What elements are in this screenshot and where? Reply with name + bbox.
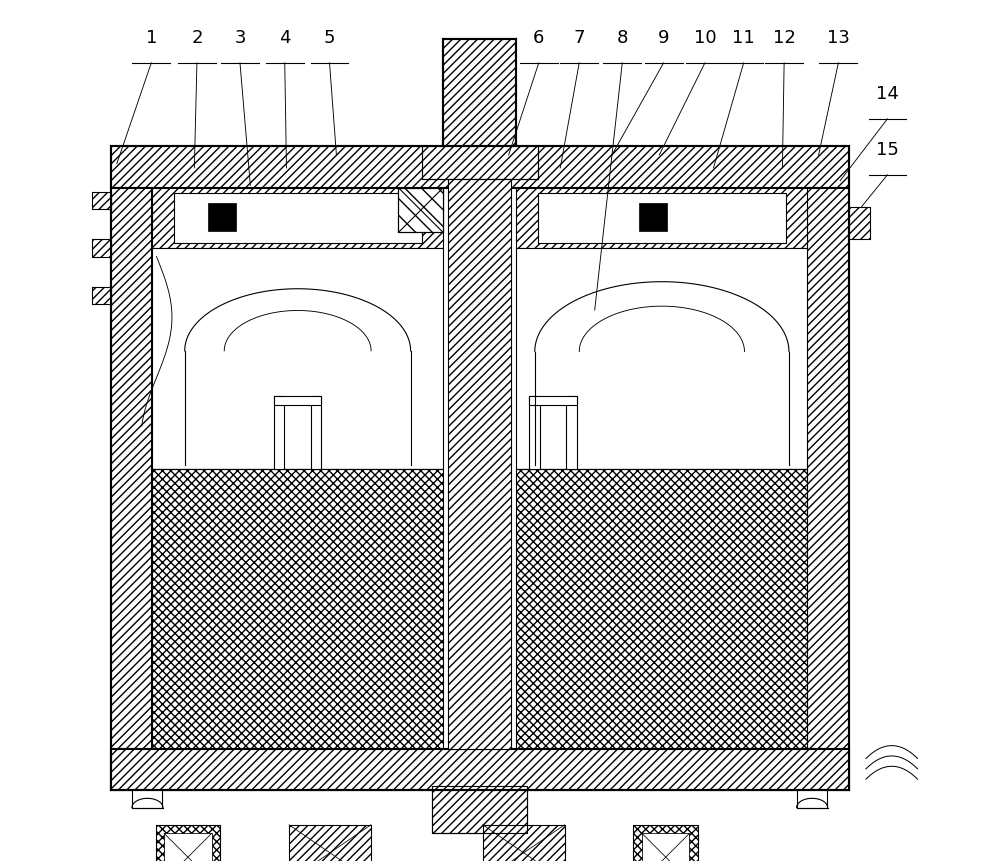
- Polygon shape: [132, 790, 162, 808]
- Polygon shape: [422, 146, 538, 179]
- Polygon shape: [398, 188, 443, 232]
- Polygon shape: [174, 193, 422, 243]
- Polygon shape: [152, 188, 443, 248]
- Polygon shape: [529, 396, 577, 405]
- Polygon shape: [274, 396, 321, 405]
- Polygon shape: [633, 825, 698, 861]
- Polygon shape: [289, 825, 371, 861]
- Polygon shape: [807, 188, 849, 749]
- Polygon shape: [443, 39, 516, 146]
- Polygon shape: [111, 749, 849, 790]
- Polygon shape: [448, 179, 511, 749]
- Text: 13: 13: [827, 29, 850, 47]
- Polygon shape: [432, 790, 527, 833]
- Polygon shape: [111, 188, 152, 749]
- Polygon shape: [538, 193, 786, 243]
- Text: 3: 3: [234, 29, 246, 47]
- Polygon shape: [156, 825, 220, 861]
- Polygon shape: [516, 469, 807, 749]
- Polygon shape: [274, 396, 284, 469]
- Polygon shape: [111, 146, 849, 188]
- Polygon shape: [529, 396, 540, 469]
- Text: 10: 10: [694, 29, 716, 47]
- Polygon shape: [208, 203, 236, 231]
- Polygon shape: [566, 396, 577, 469]
- Text: 14: 14: [876, 85, 899, 103]
- Text: 4: 4: [279, 29, 290, 47]
- Text: 11: 11: [732, 29, 755, 47]
- Polygon shape: [111, 749, 849, 790]
- Polygon shape: [92, 287, 111, 304]
- Polygon shape: [516, 248, 807, 469]
- Text: 15: 15: [876, 141, 899, 159]
- Text: 12: 12: [773, 29, 796, 47]
- Polygon shape: [797, 790, 827, 808]
- Polygon shape: [483, 825, 565, 861]
- Text: 2: 2: [191, 29, 203, 47]
- Text: 9: 9: [658, 29, 669, 47]
- Text: 1: 1: [146, 29, 157, 47]
- Polygon shape: [152, 248, 443, 469]
- Polygon shape: [516, 188, 807, 248]
- Text: 8: 8: [617, 29, 628, 47]
- Polygon shape: [849, 207, 870, 239]
- Polygon shape: [92, 239, 111, 257]
- Polygon shape: [152, 469, 443, 749]
- Polygon shape: [164, 833, 212, 861]
- Polygon shape: [92, 192, 111, 209]
- Text: 5: 5: [324, 29, 335, 47]
- Polygon shape: [311, 396, 321, 469]
- Polygon shape: [642, 833, 689, 861]
- Polygon shape: [639, 203, 667, 231]
- Text: 7: 7: [573, 29, 585, 47]
- Text: 6: 6: [533, 29, 544, 47]
